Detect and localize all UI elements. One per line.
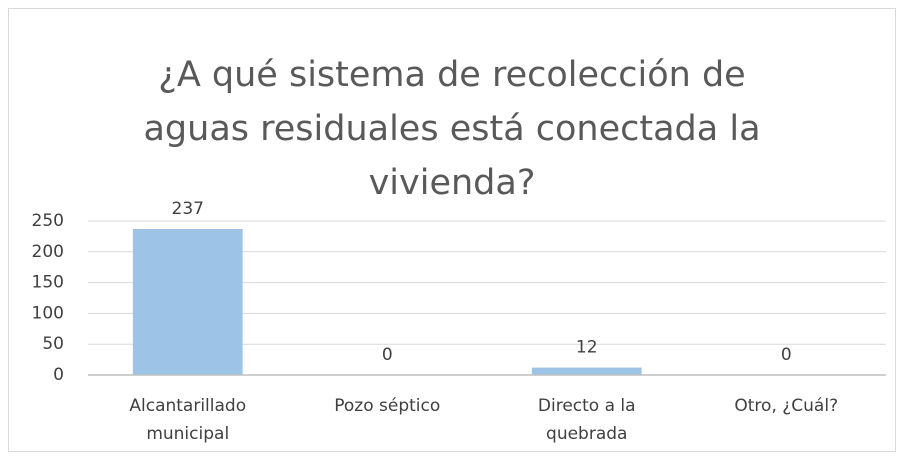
chart-border (8, 8, 896, 452)
y-tick-label: 200 (32, 242, 64, 262)
y-tick-label: 100 (32, 303, 64, 323)
x-tick-label: Otro, ¿Cuál? (734, 396, 839, 416)
y-tick-label: 250 (32, 211, 64, 231)
chart-title: ¿A qué sistema de recolección de aguas r… (143, 55, 761, 203)
y-tick-label: 150 (32, 273, 64, 293)
bar (132, 229, 243, 375)
bar (531, 367, 642, 375)
data-label: 12 (576, 338, 598, 358)
y-tick-label: 50 (42, 334, 64, 354)
x-tick-label: Alcantarillado municipal (129, 396, 247, 444)
data-label: 237 (172, 199, 204, 219)
data-label: 0 (382, 345, 393, 365)
y-tick-label: 0 (53, 365, 64, 385)
x-tick-label: Directo a la quebrada (537, 396, 636, 444)
data-label: 0 (781, 345, 792, 365)
x-tick-label: Pozo séptico (334, 396, 441, 416)
